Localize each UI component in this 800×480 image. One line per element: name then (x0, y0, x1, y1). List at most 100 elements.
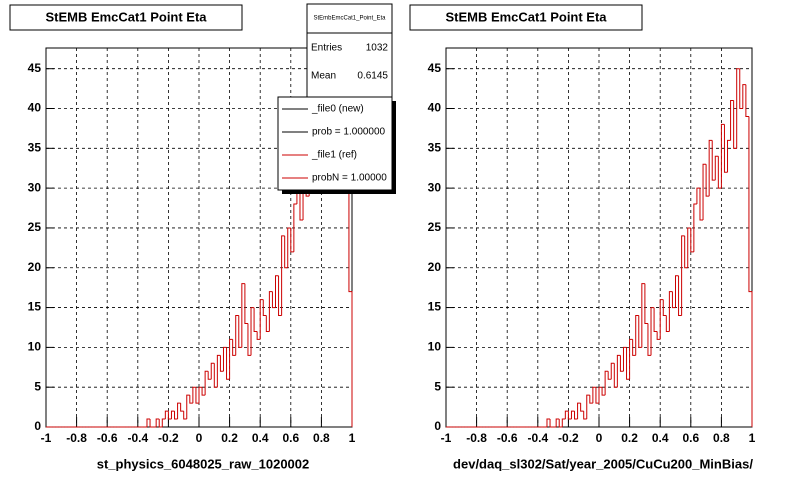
histogram-bin (733, 100, 737, 149)
histogram-bin (684, 235, 688, 269)
histogram-bin (577, 402, 581, 420)
histogram-bin (705, 164, 710, 197)
histogram-bin (736, 68, 740, 149)
stats-value: 0.6145 (357, 71, 388, 82)
histogram-bin (226, 347, 230, 380)
histogram-bin (198, 386, 203, 404)
histogram-bin (629, 338, 633, 380)
histogram-bin (653, 307, 658, 332)
histogram-bin (690, 227, 694, 253)
histogram-bin (607, 371, 612, 380)
y-tick-label: 35 (28, 140, 42, 154)
x-axis-label: dev/daq_sl302/Sat/year_2005/CuCu200_MinB… (453, 456, 753, 471)
histogram-bin (638, 315, 642, 348)
histogram-bin (262, 299, 267, 317)
x-tick-label: 0.6 (682, 431, 699, 445)
histogram-bin (720, 123, 725, 189)
x-tick-label: 0.2 (221, 431, 238, 445)
histogram-bin (275, 275, 279, 308)
y-tick-label: 10 (428, 340, 442, 354)
histogram-bin (619, 355, 624, 372)
histogram-bin (219, 355, 224, 372)
histogram-bin (213, 363, 218, 388)
histogram-bin (155, 418, 160, 427)
y-tick-label: 30 (428, 180, 442, 194)
histogram-bin (195, 387, 199, 404)
histogram-bin (699, 188, 704, 221)
x-tick-label: -0.8 (66, 431, 87, 445)
histogram-bin (681, 235, 685, 316)
histogram-bin (616, 354, 621, 388)
histogram-bin (727, 139, 731, 173)
histogram-bin (210, 362, 215, 380)
y-tick-label: 20 (28, 260, 42, 274)
x-tick-label: 0.4 (652, 431, 669, 445)
histogram-bin (146, 418, 151, 427)
legend-label: probN = 1.00000 (312, 173, 387, 184)
x-tick-label: -1 (41, 431, 52, 445)
histogram-bin (238, 315, 242, 348)
x-tick-label: -0.4 (527, 431, 548, 445)
histogram-bin (702, 163, 707, 220)
histogram-bin (708, 139, 713, 197)
histogram-bin (546, 418, 551, 427)
histogram-bin (696, 187, 700, 205)
x-tick-label: 0 (596, 431, 603, 445)
histogram-bin (558, 419, 563, 428)
histogram-bin (659, 299, 664, 340)
histogram-bin (604, 370, 609, 396)
x-tick-label: 1 (749, 431, 756, 445)
histogram-bin (717, 156, 722, 189)
histogram-bin (241, 283, 245, 348)
x-tick-label: 0.8 (313, 431, 330, 445)
histogram-bin (662, 299, 667, 317)
histogram-bin (189, 395, 193, 404)
title-box (9, 4, 243, 31)
histogram-bin (177, 402, 181, 420)
histogram-bin (601, 387, 606, 396)
histogram-bin (567, 411, 572, 420)
histogram-bin (174, 411, 178, 420)
y-tick-label: 40 (428, 101, 442, 115)
histogram-bin (641, 283, 645, 348)
histogram-bin (278, 275, 282, 317)
x-axis-label: st_physics_6048025_raw_1020002 (97, 456, 310, 471)
x-tick-label: -1 (441, 431, 452, 445)
histogram-bin (229, 338, 233, 380)
histogram-bin (348, 116, 353, 427)
histogram-bin (167, 411, 172, 420)
histogram-bin (204, 370, 209, 396)
histogram-bin (583, 411, 587, 420)
stats-label: Entries (311, 43, 342, 54)
y-tick-label: 40 (28, 101, 42, 115)
x-tick-label: -0.2 (558, 431, 579, 445)
histogram-bin (170, 410, 175, 420)
histogram-bin (586, 394, 590, 420)
y-tick-label: 25 (28, 220, 42, 234)
chart-title: StEMB EmcCat1 Point Eta (445, 9, 607, 24)
histogram-bin (253, 307, 258, 332)
histogram-bin (650, 307, 655, 356)
x-tick-label: 0.4 (252, 431, 269, 445)
histogram-bin (678, 275, 682, 317)
x-tick-label: 0.2 (621, 431, 638, 445)
y-tick-label: 45 (28, 61, 42, 75)
histogram-bin (265, 315, 270, 332)
histogram-bin (284, 235, 288, 269)
histogram-bin (748, 116, 753, 427)
histogram-bin (742, 84, 746, 109)
x-tick-label: 0.6 (282, 431, 299, 445)
histogram-bin (192, 386, 196, 404)
title-box (409, 4, 643, 31)
histogram-bin (161, 418, 166, 427)
histogram-bin (693, 203, 697, 252)
y-tick-label: 0 (34, 419, 41, 433)
x-tick-label: 0.8 (713, 431, 730, 445)
histogram-bin (675, 275, 679, 308)
histogram-bin (635, 315, 639, 356)
histogram-bin (259, 299, 264, 340)
histogram-bin (580, 403, 584, 412)
histogram-bin (613, 363, 618, 388)
legend: _file0 (new) prob = 1.000000 _file1 (ref) p… (282, 104, 387, 184)
histogram-bin (235, 315, 239, 356)
